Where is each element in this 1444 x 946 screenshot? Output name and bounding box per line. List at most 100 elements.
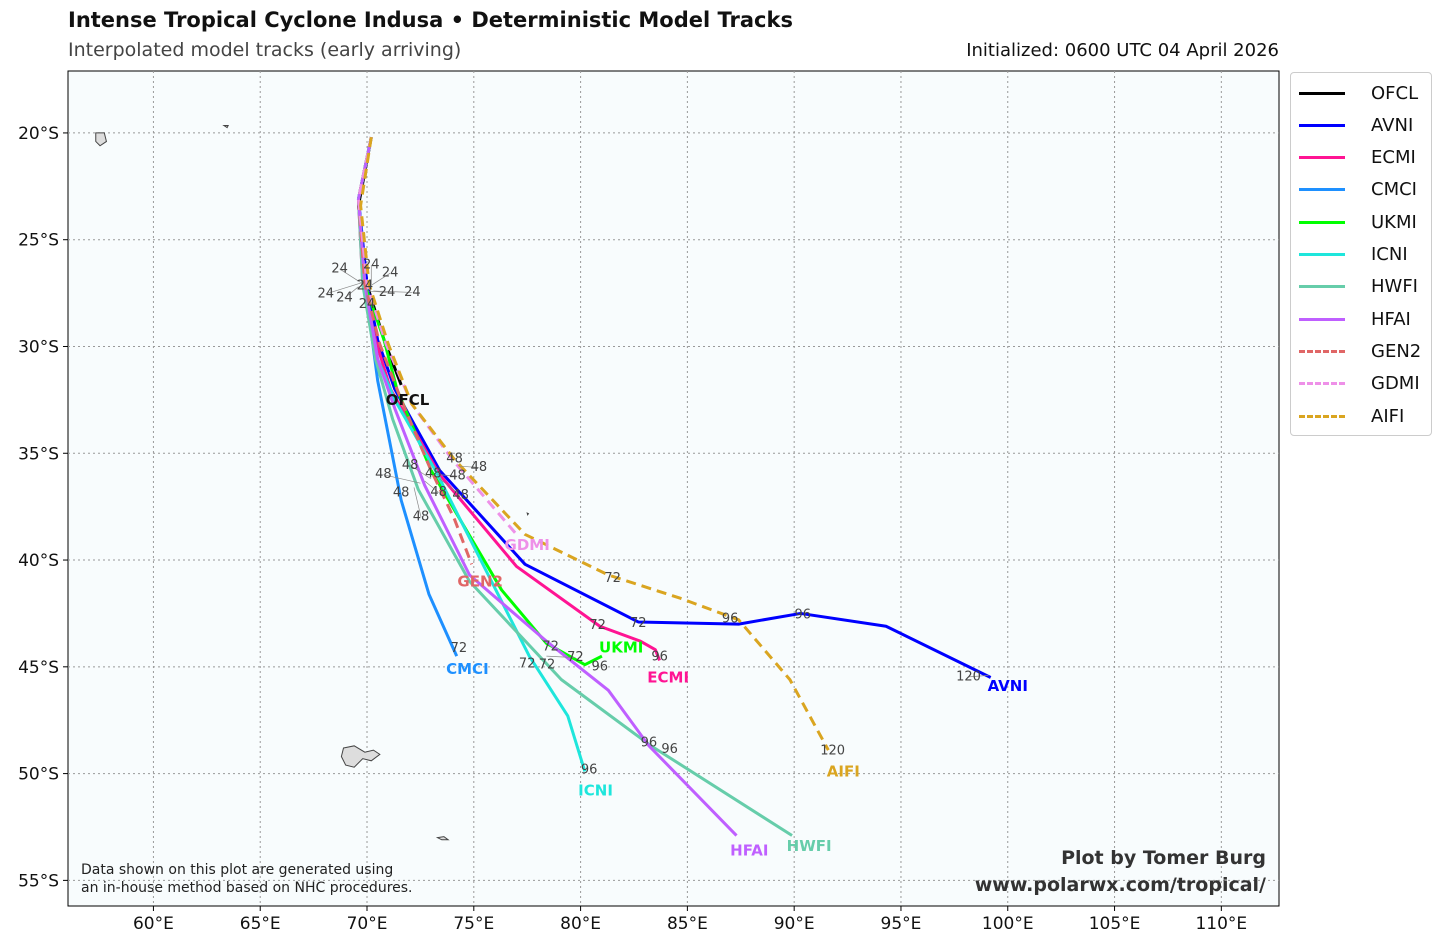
island — [435, 836, 450, 841]
island — [340, 745, 381, 768]
island — [95, 132, 108, 147]
x-tick-label: 60°E — [133, 914, 174, 934]
axis-ticks: 60°E 65°E 70°E 75°E 80°E 85°E 90°E 95°E 100°E 105… — [18, 124, 1247, 934]
track-name-label-avni: AVNI — [988, 677, 1028, 695]
forecast-hour-label: 48 — [449, 469, 466, 484]
label-leader-line — [437, 474, 458, 477]
legend-item-gen2: GEN2 — [1299, 335, 1421, 367]
land — [95, 124, 530, 841]
legend-item-icni: ICNI — [1299, 239, 1408, 271]
track-name-label-gdmi: GDMI — [505, 536, 550, 554]
forecast-hour-label: 96 — [581, 763, 598, 778]
credit: Plot by Tomer Burg www.polarwx.com/tropi… — [975, 845, 1266, 899]
forecast-hour-label: 48 — [425, 466, 442, 481]
label-leader-line — [424, 480, 439, 493]
x-tick-label: 100°E — [982, 914, 1034, 934]
x-tick-label: 70°E — [347, 914, 388, 934]
forecast-hour-label: 24 — [357, 279, 374, 294]
forecast-hour-label: 48 — [452, 488, 469, 503]
label-leader-line — [413, 487, 422, 518]
island — [222, 124, 229, 129]
legend-item-avni: AVNI — [1299, 109, 1413, 141]
credit-author: Plot by Tomer Burg — [1061, 847, 1266, 869]
track-name-label-hfai: HFAI — [730, 841, 768, 859]
forecast-hour-label: 96 — [661, 742, 678, 757]
forecast-hour-label: 48 — [446, 452, 463, 467]
x-tick-label: 105°E — [1089, 914, 1141, 934]
legend-item-cmci: CMCI — [1299, 174, 1417, 206]
legend-swatch — [1299, 123, 1345, 127]
label-leader-lines — [325, 265, 989, 678]
forecast-hour-label: 72 — [630, 616, 647, 631]
legend-swatch — [1299, 253, 1345, 256]
legend-swatch — [1299, 349, 1345, 353]
legend-item-gdmi: GDMI — [1299, 368, 1420, 400]
legend-item-ecmi: ECMI — [1299, 142, 1416, 174]
track-gen2 — [356, 136, 474, 565]
forecast-hour-label: 24 — [404, 285, 421, 300]
map-background — [67, 70, 1280, 907]
track-name-label-ofcl: OFCL — [386, 391, 430, 409]
gridlines — [68, 71, 1279, 906]
forecast-hour-label: 24 — [379, 285, 396, 300]
legend-label: GEN2 — [1371, 340, 1422, 362]
legend-label: HFAI — [1371, 308, 1411, 330]
x-tick-label: 85°E — [667, 914, 708, 934]
label-leader-line — [339, 268, 361, 283]
forecast-hour-label: 48 — [471, 460, 488, 475]
track-name-label-icni: ICNI — [578, 782, 613, 800]
x-tick-label: 65°E — [240, 914, 281, 934]
legend-swatch — [1299, 382, 1345, 386]
forecast-hour-label: 24 — [331, 261, 348, 276]
legend-swatch — [1299, 188, 1345, 192]
disclaimer-line-1: Data shown on this plot are generated us… — [81, 862, 394, 878]
forecast-hour-label: 24 — [359, 297, 376, 312]
y-tick-label: 20°S — [18, 124, 59, 144]
y-tick-label: 55°S — [18, 871, 59, 891]
forecast-hour-label: 48 — [430, 485, 447, 500]
track-name-label-ukmi: UKMI — [599, 639, 643, 657]
forecast-hour-label: 24 — [336, 291, 353, 306]
forecast-hour-label: 96 — [641, 736, 658, 751]
forecast-hour-label: 24 — [382, 266, 399, 281]
legend-label: HWFI — [1371, 276, 1418, 298]
x-tick-label: 90°E — [774, 914, 815, 934]
forecast-hour-label: 72 — [451, 641, 468, 656]
legend-label: OFCL — [1371, 82, 1419, 104]
label-leader-line — [546, 655, 576, 658]
legend: OFCL AVNI ECMI CMCI UKMI ICNI HWFI HFAI GEN2 GDMI… — [1290, 72, 1432, 436]
label-leader-line — [439, 478, 461, 496]
forecast-hour-label: 96 — [794, 607, 811, 622]
forecast-hour-label: 96 — [592, 659, 609, 674]
forecast-hour-label: 72 — [539, 657, 556, 672]
label-leader-line — [458, 465, 479, 468]
credit-url: www.polarwx.com/tropical/ — [974, 874, 1266, 896]
legend-item-hfai: HFAI — [1299, 303, 1411, 335]
forecast-hour-label: 24 — [317, 286, 334, 301]
legend-label: ICNI — [1371, 244, 1408, 265]
x-tick-label: 80°E — [560, 914, 601, 934]
x-tick-label: 95°E — [881, 914, 922, 934]
track-name-label-cmci: CMCI — [446, 660, 489, 678]
legend-label: UKMI — [1371, 211, 1417, 233]
label-leader-line — [366, 290, 388, 293]
forecast-hour-label: 24 — [363, 258, 380, 273]
y-tick-label: 50°S — [18, 765, 59, 785]
island — [526, 512, 530, 516]
legend-swatch — [1299, 91, 1345, 95]
forecast-hour-label: 48 — [393, 486, 410, 501]
legend-swatch — [1299, 285, 1345, 289]
label-leader-line — [383, 474, 421, 484]
forecast-hour-label: 72 — [589, 618, 606, 633]
label-leader-line — [373, 290, 413, 293]
forecast-hour-label: 48 — [413, 509, 430, 524]
legend-item-ukmi: UKMI — [1299, 206, 1417, 238]
forecast-hour-label: 72 — [519, 657, 536, 672]
y-tick-label: 45°S — [18, 658, 59, 678]
track-name-label-hwfi: HWFI — [787, 837, 832, 855]
x-tick-label: 110°E — [1195, 914, 1247, 934]
y-tick-label: 35°S — [18, 444, 59, 464]
forecast-hour-label: 120 — [820, 744, 845, 759]
legend-item-ofcl: OFCL — [1299, 77, 1418, 109]
